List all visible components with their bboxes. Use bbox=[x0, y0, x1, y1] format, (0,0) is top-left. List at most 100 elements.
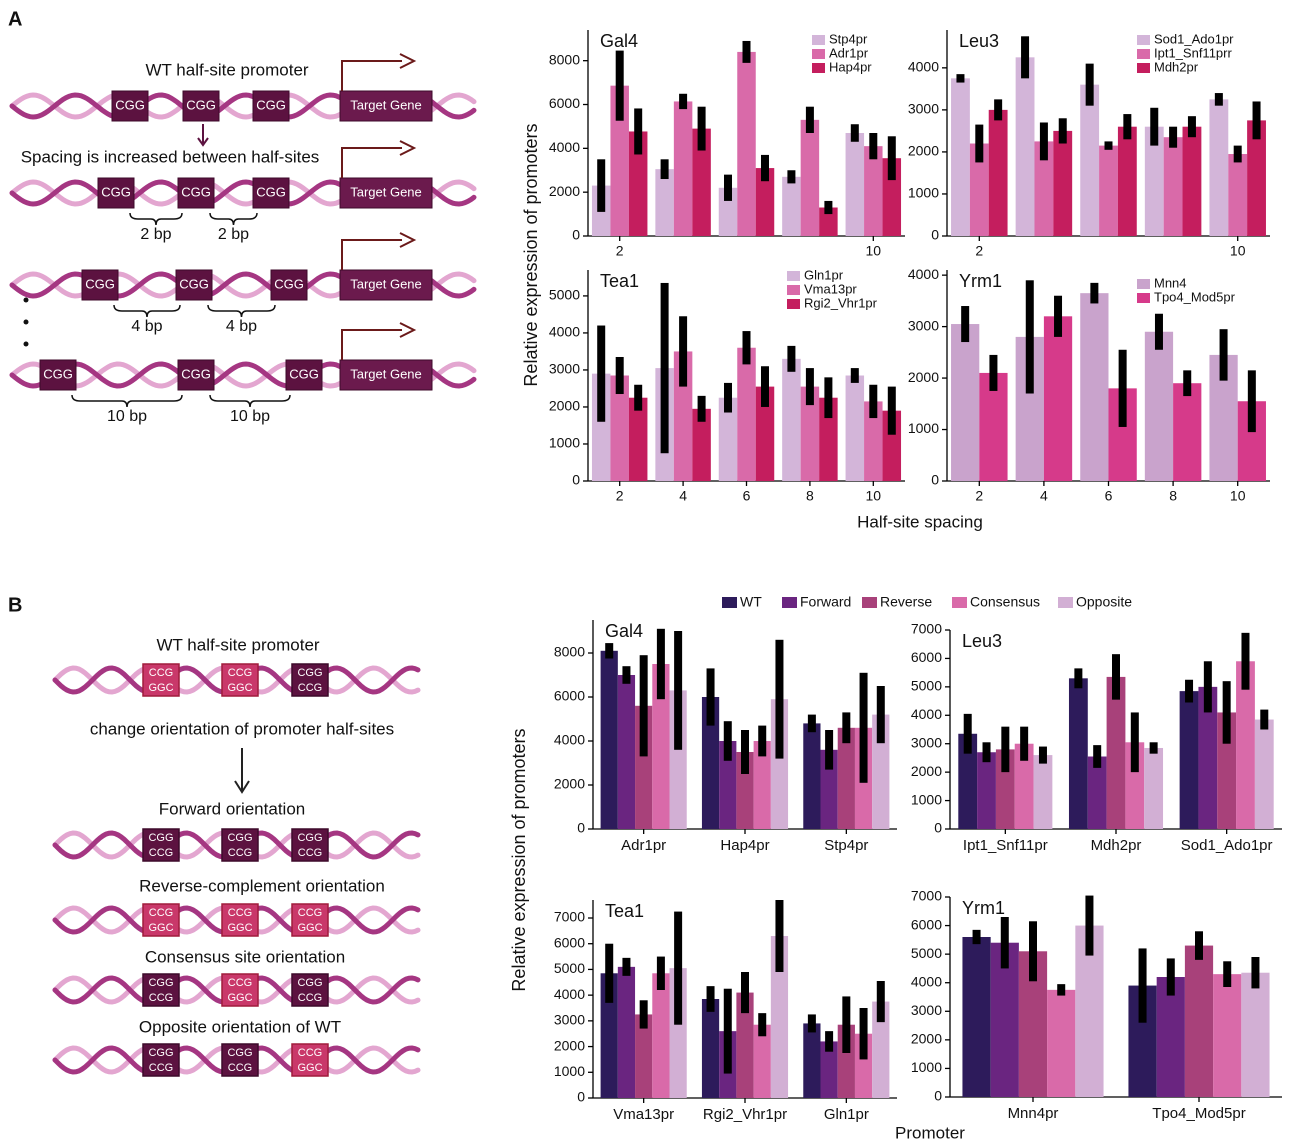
y-tick-label: 2000 bbox=[911, 763, 942, 779]
half-site-text: CCG bbox=[149, 667, 173, 679]
half-site-text: GGC bbox=[148, 682, 173, 694]
error-bar bbox=[622, 666, 630, 684]
bar bbox=[1164, 137, 1183, 236]
y-tick-label: 1000 bbox=[911, 1059, 942, 1075]
error-bar bbox=[1195, 931, 1203, 960]
legend-label: Reverse bbox=[880, 594, 932, 610]
y-tick-label: 0 bbox=[934, 1088, 942, 1104]
error-bar bbox=[983, 742, 991, 762]
half-site-text: CCG bbox=[228, 667, 252, 679]
chart-title: Tea1 bbox=[605, 901, 644, 921]
legend-label: WT bbox=[740, 594, 762, 610]
row-label: Spacing is increased between half-sites bbox=[21, 147, 320, 166]
x-tick-label: 2 bbox=[975, 243, 983, 259]
half-site-text: CCG bbox=[228, 907, 252, 919]
error-bar bbox=[698, 107, 706, 151]
error-bar bbox=[787, 170, 795, 183]
bar bbox=[1180, 691, 1199, 829]
error-bar bbox=[1251, 957, 1259, 988]
legend-label: Consensus bbox=[970, 594, 1040, 610]
spacing-label: 4 bp bbox=[226, 318, 257, 335]
error-bar bbox=[605, 944, 613, 1003]
gene-text: Target Gene bbox=[350, 184, 422, 199]
x-axis-title: Half-site spacing bbox=[857, 512, 983, 531]
half-site-text: CGG bbox=[297, 667, 322, 679]
error-bar bbox=[1234, 146, 1242, 163]
spacing-label: 2 bp bbox=[218, 226, 249, 243]
half-site-text: CCG bbox=[298, 992, 322, 1004]
y-tick-label: 2000 bbox=[908, 369, 939, 385]
bar bbox=[1107, 677, 1126, 829]
ellipsis-dot bbox=[24, 298, 29, 303]
half-site-text: CGG bbox=[101, 184, 131, 199]
y-tick-label: 4000 bbox=[908, 59, 939, 75]
error-bar bbox=[1057, 984, 1065, 995]
bar bbox=[1053, 131, 1072, 236]
error-bar bbox=[758, 726, 766, 757]
bar bbox=[803, 1023, 820, 1098]
y-tick-label: 7000 bbox=[554, 909, 585, 925]
chart-title: Gal4 bbox=[600, 31, 638, 51]
error-bar bbox=[1167, 958, 1175, 995]
error-bar bbox=[1029, 921, 1037, 981]
error-bar bbox=[775, 640, 783, 759]
gene-text: Target Gene bbox=[350, 366, 422, 381]
legend-swatch bbox=[722, 597, 737, 608]
y-tick-label: 1000 bbox=[908, 185, 939, 201]
error-bar bbox=[860, 673, 868, 783]
spacing-label: 10 bp bbox=[107, 408, 147, 425]
error-bar bbox=[1253, 101, 1261, 139]
error-bar bbox=[994, 99, 1002, 120]
legend-swatch bbox=[812, 63, 825, 73]
error-bar bbox=[679, 316, 687, 386]
bar bbox=[702, 999, 719, 1098]
bar bbox=[1209, 99, 1228, 236]
bar bbox=[864, 146, 882, 236]
half-site-text: GGC bbox=[297, 922, 322, 934]
half-site-text: CCG bbox=[298, 1047, 322, 1059]
error-bar bbox=[1215, 93, 1223, 106]
y-tick-label: 0 bbox=[577, 820, 585, 836]
x-tick-label: Mdh2pr bbox=[1091, 837, 1142, 854]
bar bbox=[1228, 154, 1247, 236]
error-bar bbox=[640, 1000, 648, 1028]
y-tick-label: 8000 bbox=[549, 51, 580, 67]
x-tick-label: 2 bbox=[975, 488, 983, 504]
half-site-text: CCG bbox=[298, 907, 322, 919]
y-tick-label: 2000 bbox=[908, 143, 939, 159]
error-bar bbox=[964, 714, 972, 754]
bar bbox=[1047, 990, 1075, 1097]
legend-swatch bbox=[812, 35, 825, 45]
error-bar bbox=[1001, 917, 1009, 968]
error-bar bbox=[1223, 681, 1231, 744]
y-axis-title: Relative expression of promoters bbox=[509, 728, 529, 991]
legend-swatch bbox=[952, 597, 967, 608]
x-tick-label: Gln1pr bbox=[824, 1106, 869, 1123]
error-bar bbox=[1074, 668, 1082, 688]
error-bar bbox=[622, 958, 630, 976]
half-site-text: CCG bbox=[149, 907, 173, 919]
error-bar bbox=[634, 108, 642, 154]
bar bbox=[652, 973, 669, 1098]
y-tick-label: 4000 bbox=[554, 732, 585, 748]
x-tick-label: 6 bbox=[743, 488, 751, 504]
y-tick-label: 3000 bbox=[554, 1012, 585, 1028]
chart-title: Yrm1 bbox=[959, 271, 1002, 291]
bar bbox=[951, 324, 979, 481]
half-site-text: CCG bbox=[149, 847, 173, 859]
error-bar bbox=[1260, 710, 1268, 730]
error-bar bbox=[743, 331, 751, 364]
error-bar bbox=[661, 159, 669, 179]
legend-swatch bbox=[787, 285, 800, 295]
bar bbox=[1213, 974, 1241, 1097]
bar bbox=[782, 359, 800, 481]
legend-label: Rgi2_Vhr1pr bbox=[804, 295, 878, 310]
y-tick-label: 2000 bbox=[911, 1031, 942, 1047]
y-tick-label: 0 bbox=[577, 1089, 585, 1105]
error-bar bbox=[869, 385, 877, 418]
y-tick-label: 4000 bbox=[911, 706, 942, 722]
half-site-text: CGG bbox=[179, 276, 209, 291]
x-tick-label: 4 bbox=[679, 488, 687, 504]
error-bar bbox=[1131, 712, 1139, 772]
error-bar bbox=[743, 41, 751, 63]
